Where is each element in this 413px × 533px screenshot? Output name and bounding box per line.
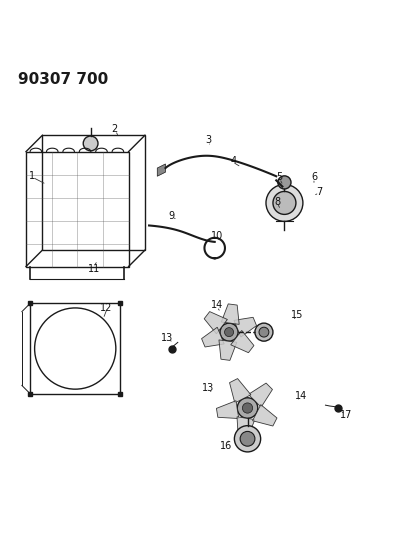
Circle shape (266, 184, 303, 221)
Circle shape (220, 323, 238, 341)
Text: 17: 17 (340, 410, 352, 420)
Circle shape (255, 323, 273, 341)
Polygon shape (202, 327, 224, 347)
Text: 15: 15 (291, 310, 303, 320)
Circle shape (278, 176, 291, 189)
Circle shape (237, 398, 258, 418)
Polygon shape (157, 164, 166, 176)
Text: 12: 12 (100, 303, 112, 312)
Polygon shape (219, 340, 237, 360)
Text: 7: 7 (316, 187, 323, 197)
Polygon shape (231, 330, 254, 353)
Text: 10: 10 (211, 231, 223, 241)
Circle shape (273, 191, 296, 214)
Circle shape (242, 403, 253, 413)
Circle shape (235, 426, 261, 452)
Polygon shape (253, 405, 277, 426)
Text: 2: 2 (111, 124, 117, 134)
Polygon shape (248, 383, 273, 407)
Polygon shape (216, 401, 239, 418)
Text: 5: 5 (276, 172, 282, 182)
Polygon shape (230, 378, 251, 403)
Text: 14: 14 (211, 301, 223, 310)
Text: 16: 16 (220, 441, 233, 451)
Text: 1: 1 (29, 171, 35, 181)
Polygon shape (234, 317, 256, 337)
Circle shape (83, 136, 98, 151)
Polygon shape (204, 312, 228, 334)
Text: 4: 4 (230, 156, 236, 166)
Text: 13: 13 (161, 333, 173, 343)
Circle shape (240, 431, 255, 446)
Circle shape (225, 328, 234, 337)
Text: 6: 6 (311, 172, 317, 182)
Polygon shape (221, 304, 239, 325)
Text: 8: 8 (274, 197, 280, 207)
Text: 14: 14 (295, 391, 307, 401)
Text: 3: 3 (206, 135, 211, 145)
Text: 11: 11 (88, 263, 100, 273)
Text: 13: 13 (202, 383, 215, 392)
Polygon shape (237, 417, 255, 439)
Circle shape (259, 327, 269, 337)
Text: 9: 9 (169, 211, 175, 221)
Text: 90307 700: 90307 700 (18, 71, 108, 87)
